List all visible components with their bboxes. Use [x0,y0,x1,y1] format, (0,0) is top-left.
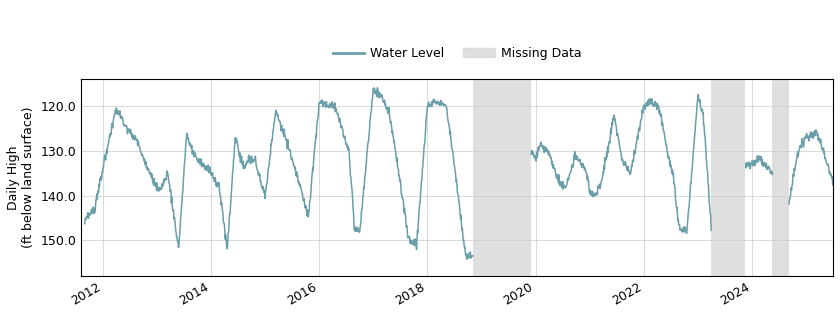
Bar [773,79,789,276]
Y-axis label: Daily High
(ft below land surface): Daily High (ft below land surface) [7,107,35,249]
Legend: Water Level, Missing Data: Water Level, Missing Data [328,42,586,65]
Bar [474,79,531,276]
Bar [711,79,745,276]
